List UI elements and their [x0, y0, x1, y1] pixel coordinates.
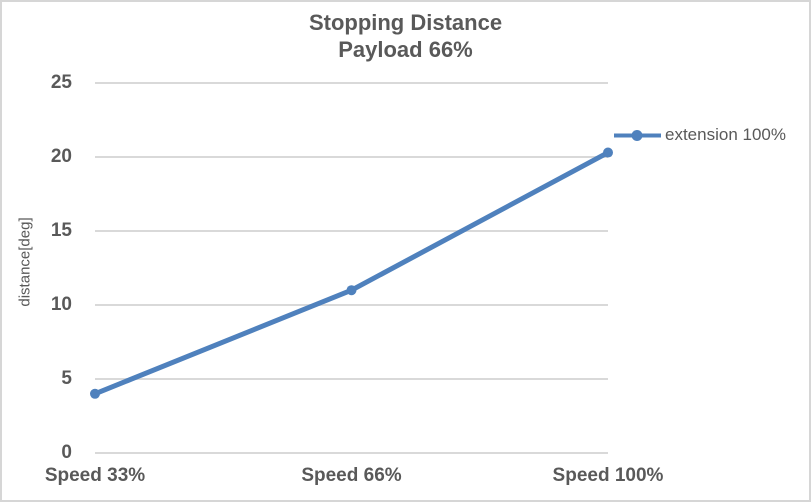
- plot-area: [95, 82, 608, 454]
- gridline-y-10: [95, 304, 608, 306]
- legend-label: extension 100%: [665, 125, 786, 144]
- gridline-y-25: [95, 82, 608, 84]
- gridline-y-15: [95, 230, 608, 232]
- y-tick-label-20: 20: [50, 146, 72, 167]
- chart-title-line-1: Stopping Distance: [308, 10, 503, 35]
- gridline-y-5: [95, 378, 608, 380]
- y-tick-label-0: 0: [61, 442, 72, 463]
- legend-line-marker-icon: [614, 129, 661, 141]
- y-tick-label-5: 5: [61, 368, 72, 389]
- y-tick-label-25: 25: [50, 72, 72, 93]
- x-tick-label-3: Speed 100%: [552, 465, 664, 486]
- legend: extension 100%: [613, 125, 786, 145]
- chart-title: Stopping Distance Payload 66%: [2, 9, 809, 63]
- gridline-y-20: [95, 156, 608, 158]
- y-tick-label-15: 15: [50, 220, 72, 241]
- x-tick-label-2: Speed 66%: [301, 465, 402, 486]
- x-tick-label-1: Speed 33%: [44, 465, 146, 486]
- chart-title-line-2: Payload 66%: [338, 37, 473, 62]
- y-tick-label-10: 10: [50, 294, 72, 315]
- gridline-y-0: [95, 452, 608, 454]
